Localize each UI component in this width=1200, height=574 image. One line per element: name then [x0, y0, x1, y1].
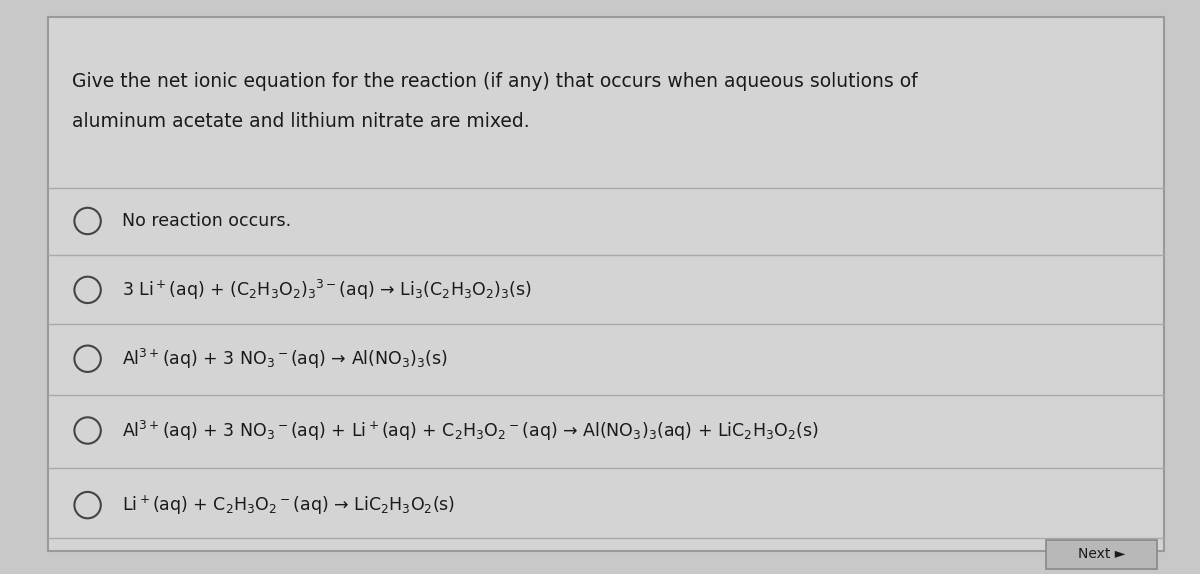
FancyBboxPatch shape [1046, 540, 1157, 569]
Text: Al$^{3+}$(aq) + 3 NO$_3$$^-$(aq) + Li$^+$(aq) + C$_2$H$_3$O$_2$$^-$(aq) → Al(NO$: Al$^{3+}$(aq) + 3 NO$_3$$^-$(aq) + Li$^+… [122, 418, 820, 443]
Text: Al$^{3+}$(aq) + 3 NO$_3$$^-$(aq) → Al(NO$_3$)$_3$(s): Al$^{3+}$(aq) + 3 NO$_3$$^-$(aq) → Al(NO… [122, 347, 449, 371]
Text: aluminum acetate and lithium nitrate are mixed.: aluminum acetate and lithium nitrate are… [72, 112, 529, 131]
Text: Give the net ionic equation for the reaction (if any) that occurs when aqueous s: Give the net ionic equation for the reac… [72, 72, 918, 91]
Text: Li$^+$(aq) + C$_2$H$_3$O$_2$$^-$(aq) → LiC$_2$H$_3$O$_2$(s): Li$^+$(aq) + C$_2$H$_3$O$_2$$^-$(aq) → L… [122, 494, 456, 517]
FancyBboxPatch shape [48, 17, 1164, 551]
Text: No reaction occurs.: No reaction occurs. [122, 212, 292, 230]
Text: 3 Li$^+$(aq) + (C$_2$H$_3$O$_2$)$_3$$^{3-}$(aq) → Li$_3$(C$_2$H$_3$O$_2$)$_3$(s): 3 Li$^+$(aq) + (C$_2$H$_3$O$_2$)$_3$$^{3… [122, 278, 533, 302]
Text: Next ►: Next ► [1078, 548, 1126, 561]
